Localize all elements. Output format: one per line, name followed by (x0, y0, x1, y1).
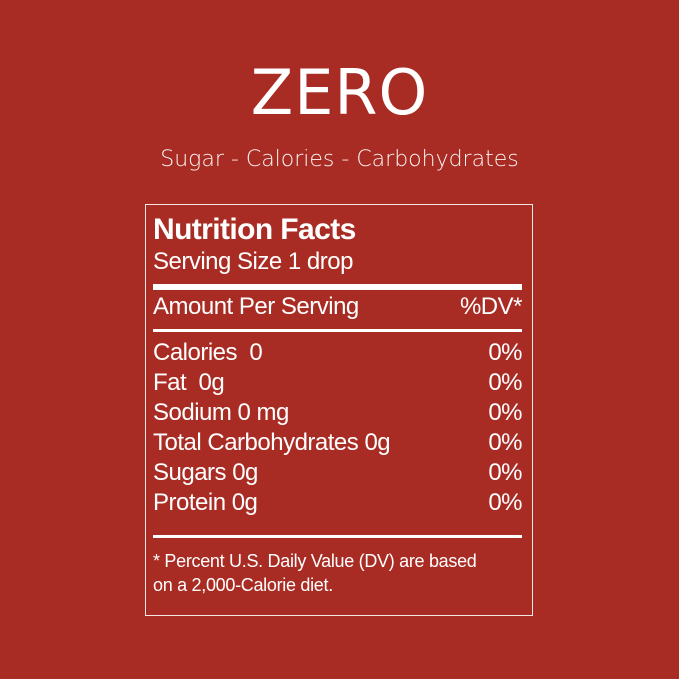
footnote-line: on a 2,000-Calorie diet. (153, 575, 333, 595)
nutrient-row-protein: Protein 0g 0% (153, 488, 522, 518)
nutrient-row-fat: Fat 0g 0% (153, 368, 522, 398)
footnote: * Percent U.S. Daily Value (DV) are base… (153, 549, 522, 597)
nutrient-dv: 0% (488, 369, 522, 396)
amount-header-row: Amount Per Serving %DV* (153, 292, 523, 322)
nutrient-name: Sodium 0 mg (153, 399, 289, 426)
nutrient-name: Protein 0g (153, 489, 258, 516)
nutrient-name: Sugars 0g (153, 459, 258, 486)
nutrient-rows: Calories 0 0% Fat 0g 0% Sodium 0 mg 0% Tota… (153, 338, 522, 518)
nutrition-facts-panel: Nutrition Facts Serving Size 1 drop Amou… (145, 204, 533, 616)
nutrient-dv: 0% (488, 429, 522, 456)
nutrient-dv: 0% (488, 459, 522, 486)
nutrient-dv: 0% (488, 489, 522, 516)
nutrient-row-sugars: Sugars 0g 0% (153, 458, 522, 488)
subtitle: Sugar - Calories - Carbohydrates (160, 147, 519, 172)
dv-header: %DV* (459, 293, 523, 320)
nutrient-dv: 0% (488, 339, 522, 366)
divider (153, 535, 522, 538)
nutrition-facts-title: Nutrition Facts (153, 213, 356, 246)
nutrient-row-calories: Calories 0 0% (153, 338, 522, 368)
serving-size: Serving Size 1 drop (153, 248, 353, 275)
nutrient-name: Total Carbohydrates 0g (153, 429, 391, 456)
divider (153, 329, 522, 332)
nutrient-dv: 0% (488, 399, 522, 426)
nutrient-name: Fat 0g (153, 369, 225, 396)
thick-divider (153, 284, 522, 290)
headline: ZERO (250, 56, 429, 129)
nutrient-name: Calories 0 (153, 339, 263, 366)
nutrient-row-sodium: Sodium 0 mg 0% (153, 398, 522, 428)
amount-per-serving-label: Amount Per Serving (153, 293, 359, 320)
footnote-line: * Percent U.S. Daily Value (DV) are base… (153, 551, 477, 571)
nutrient-row-carbohydrates: Total Carbohydrates 0g 0% (153, 428, 522, 458)
